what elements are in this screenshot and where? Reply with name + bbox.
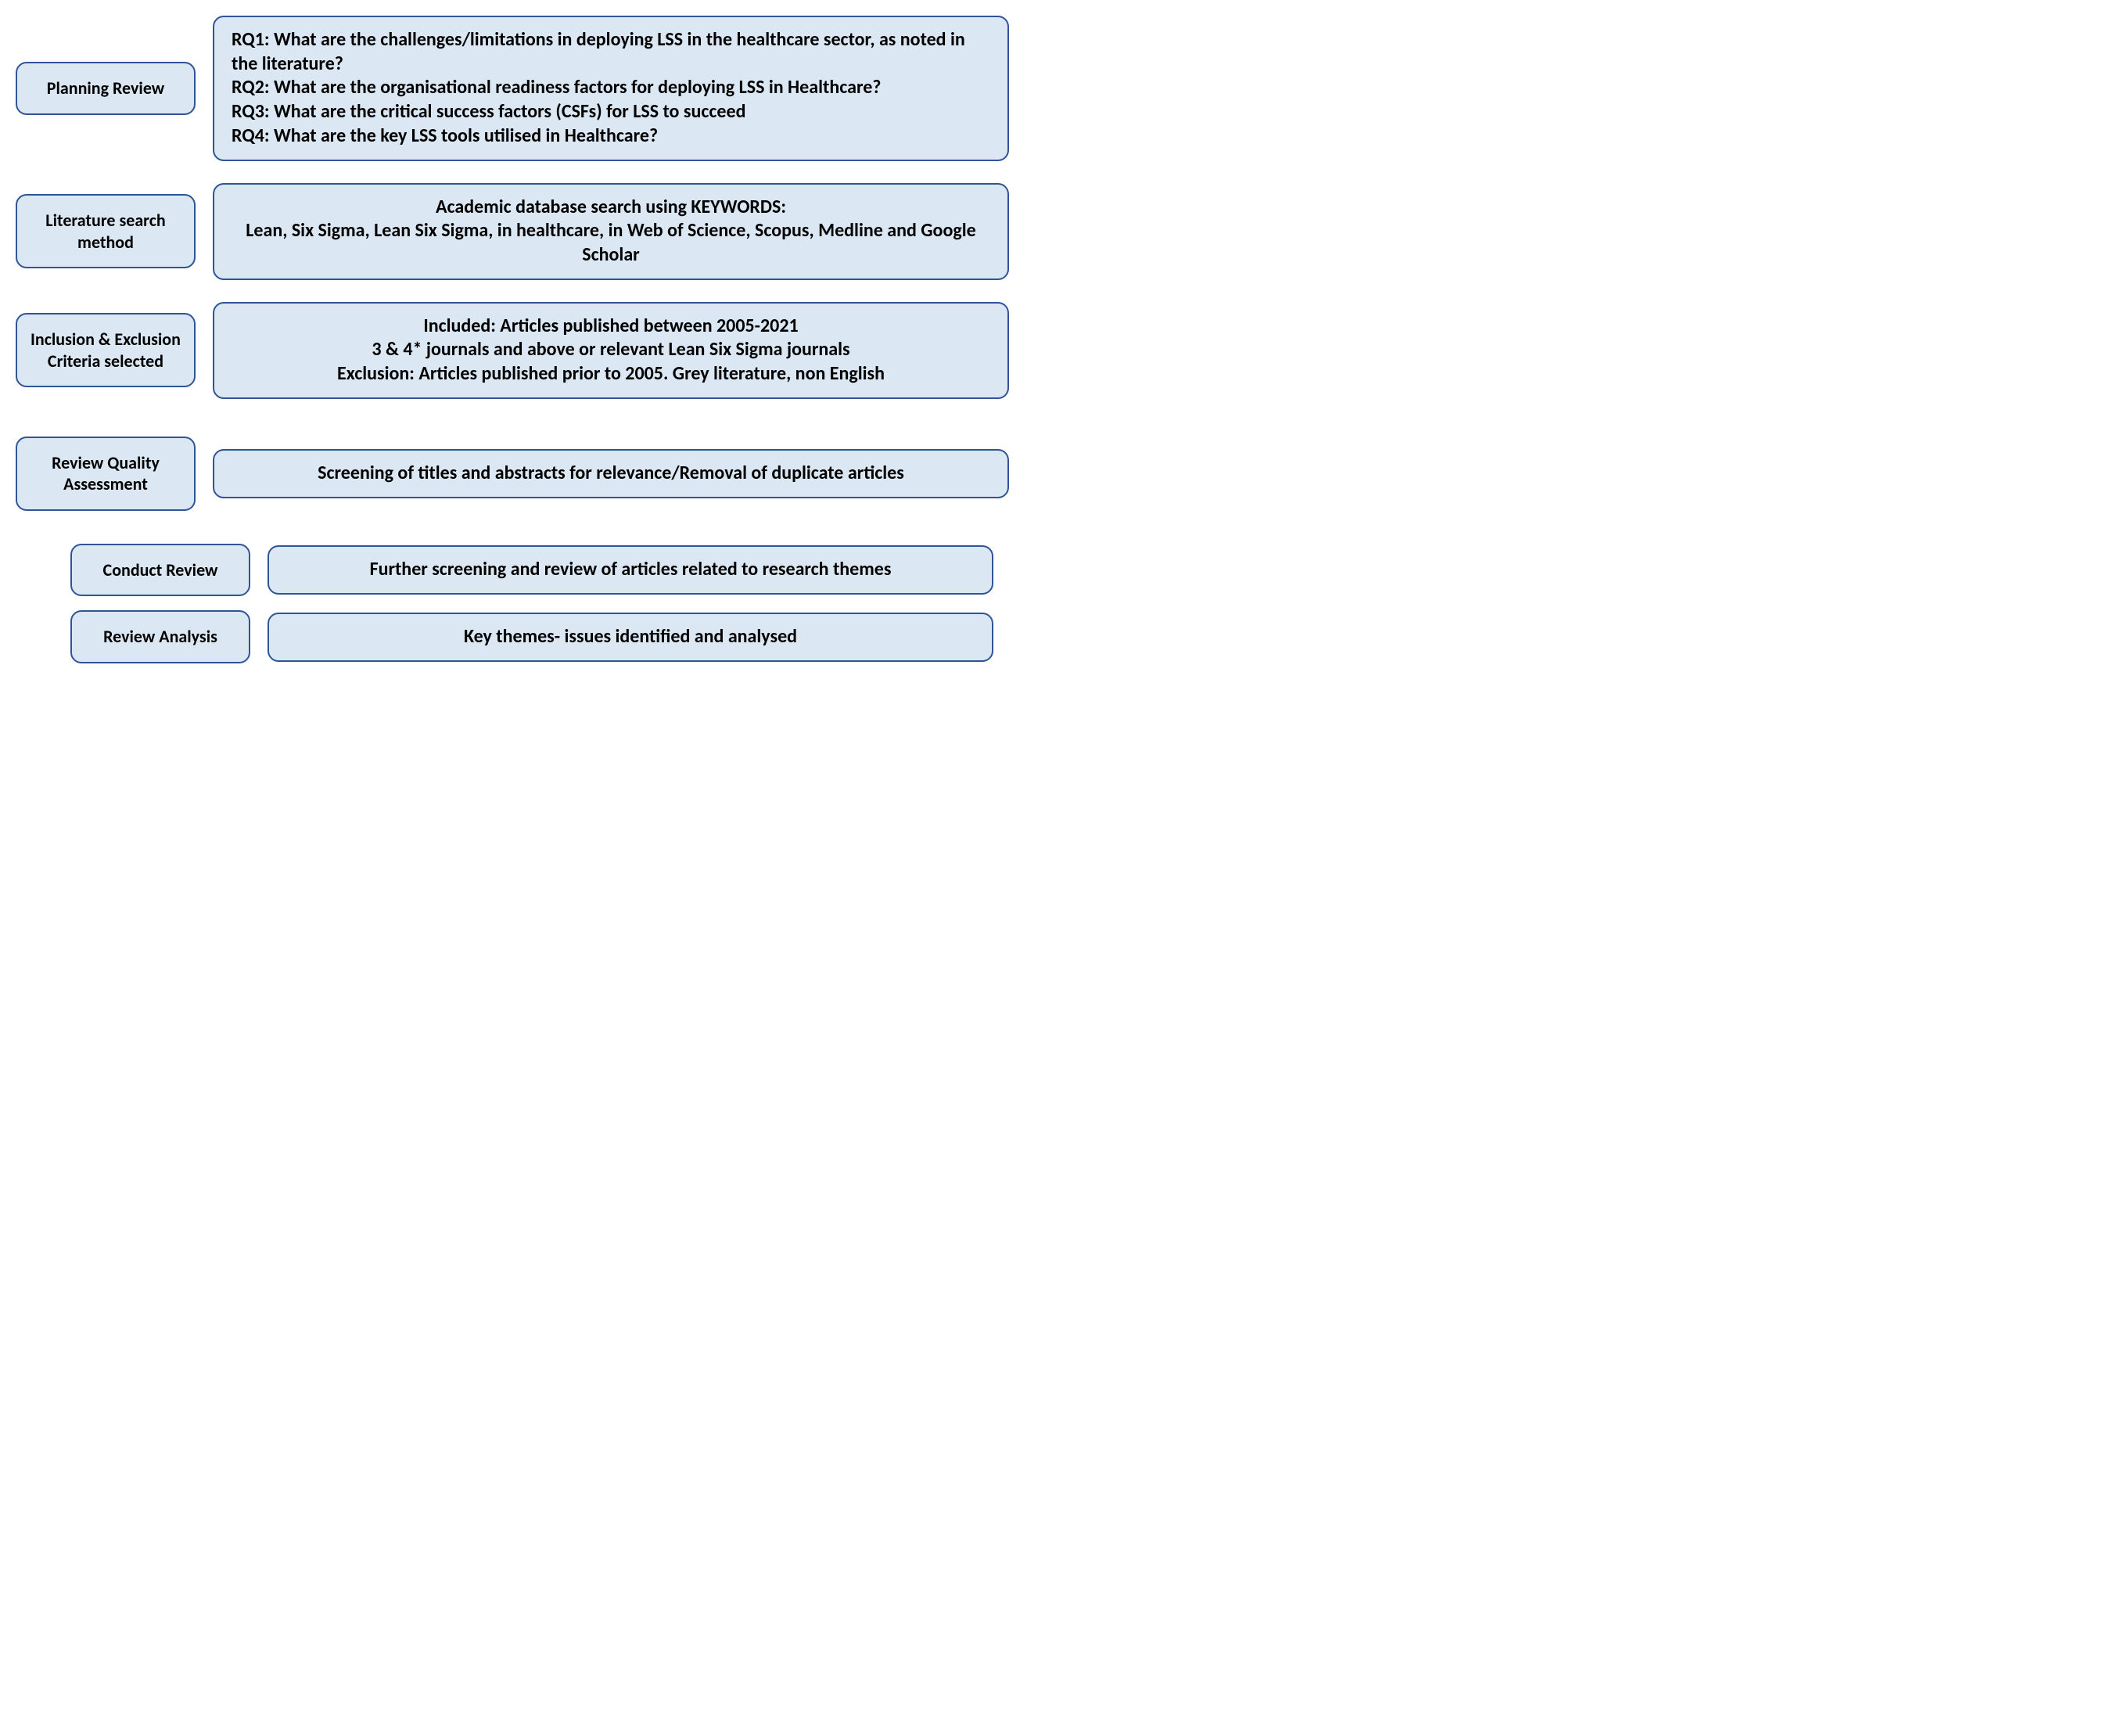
rq4: RQ4: What are the key LSS tools utilised…	[232, 124, 990, 149]
row-search-method: Literature search method Academic databa…	[16, 183, 1009, 280]
search-keywords-body: Lean, Six Sigma, Lean Six Sigma, in heal…	[232, 219, 990, 267]
label-search-method: Literature search method	[16, 194, 196, 268]
label-planning: Planning Review	[16, 62, 196, 115]
analysis-text: Key themes- issues identified and analys…	[464, 625, 797, 649]
label-quality: Review Quality Assessment	[16, 437, 196, 511]
label-criteria: Inclusion & Exclusion Criteria selected	[16, 313, 196, 387]
rq2: RQ2: What are the organisational readine…	[232, 76, 990, 100]
content-quality: Screening of titles and abstracts for re…	[213, 449, 1009, 498]
criteria-included: Included: Articles published between 200…	[337, 314, 885, 339]
conduct-text: Further screening and review of articles…	[370, 558, 892, 582]
row-planning: Planning Review RQ1: What are the challe…	[16, 16, 1009, 161]
quality-text: Screening of titles and abstracts for re…	[318, 462, 904, 486]
content-search-method: Academic database search using KEYWORDS:…	[213, 183, 1009, 280]
row-criteria: Inclusion & Exclusion Criteria selected …	[16, 302, 1009, 399]
rq1: RQ1: What are the challenges/limitations…	[232, 28, 990, 76]
flowchart-container: Planning Review RQ1: What are the challe…	[16, 16, 1009, 663]
criteria-journals: 3 & 4* journals and above or relevant Le…	[337, 338, 885, 362]
content-planning: RQ1: What are the challenges/limitations…	[213, 16, 1009, 161]
search-keywords-title: Academic database search using KEYWORDS:	[232, 196, 990, 220]
criteria-exclusion: Exclusion: Articles published prior to 2…	[337, 362, 885, 386]
content-criteria: Included: Articles published between 200…	[213, 302, 1009, 399]
row-conduct: Conduct Review Further screening and rev…	[16, 544, 1009, 597]
rq3: RQ3: What are the critical success facto…	[232, 100, 990, 124]
content-conduct: Further screening and review of articles…	[268, 545, 993, 595]
row-quality: Review Quality Assessment Screening of t…	[16, 437, 1009, 511]
label-analysis: Review Analysis	[70, 610, 250, 663]
row-analysis: Review Analysis Key themes- issues ident…	[16, 610, 1009, 663]
label-conduct: Conduct Review	[70, 544, 250, 597]
content-analysis: Key themes- issues identified and analys…	[268, 613, 993, 662]
